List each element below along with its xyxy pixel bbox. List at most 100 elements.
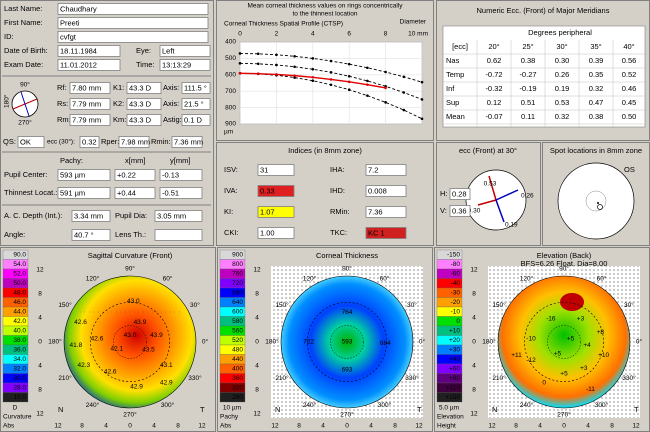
series-point xyxy=(420,80,424,84)
map-x-tick: 12 xyxy=(632,423,640,430)
field-value: Left xyxy=(162,46,175,55)
series-point xyxy=(402,108,406,112)
field-label: KI: xyxy=(224,207,233,216)
side-label: T xyxy=(634,405,639,414)
panel-title: Spot locations in 8mm zone xyxy=(550,146,642,155)
map-mode: Height xyxy=(437,423,456,430)
map-x-tick: 4 xyxy=(538,423,542,430)
degree-label: 180° xyxy=(48,338,62,346)
map-x-tick: 8 xyxy=(176,423,180,430)
side-label: N xyxy=(492,405,497,414)
table-cell: 0.38 xyxy=(589,112,604,121)
table-cell: -0.07 xyxy=(485,112,502,121)
series-point xyxy=(402,91,406,94)
field-value: 0.33 xyxy=(260,186,275,195)
map-title: Sagittal Curvature (Front) xyxy=(88,251,173,260)
column-header: 25° xyxy=(522,42,533,51)
field xyxy=(171,136,203,148)
table-cell: -0.19 xyxy=(519,84,536,93)
map-value: +5 xyxy=(560,370,568,377)
field-label: Rs: xyxy=(57,99,68,108)
map-y-tick: 0 xyxy=(472,339,476,346)
scale-label: 800 xyxy=(232,261,243,268)
field-value: 43.3 D xyxy=(129,83,152,92)
x-tick-label: 6 xyxy=(347,31,351,38)
map-value: +5 xyxy=(567,335,575,342)
map-zone xyxy=(90,302,170,382)
map-x-tick: 8 xyxy=(393,423,397,430)
field xyxy=(71,210,111,222)
series-point xyxy=(238,72,242,75)
map-y-tick: 4 xyxy=(472,315,476,322)
table-cell: 0.38 xyxy=(521,56,536,65)
field-label: IHD: xyxy=(330,186,345,195)
series-point xyxy=(366,94,369,97)
map-x-tick: 4 xyxy=(104,423,108,430)
map-value: 43.9 xyxy=(150,332,163,339)
series-point xyxy=(293,76,296,79)
x-tick-label: 8 xyxy=(384,31,388,38)
map-x-tick: 12 xyxy=(415,423,423,430)
map-value: 764 xyxy=(342,309,353,316)
map-y-tick: 8 xyxy=(472,387,476,394)
scale-label: 36.0 xyxy=(13,346,26,353)
table-cell: 0.56 xyxy=(622,56,637,65)
scale-label: 48.0 xyxy=(13,289,26,296)
map-y-tick: 12 xyxy=(253,411,261,418)
field xyxy=(126,114,162,126)
field xyxy=(114,169,156,181)
eye-label: OS xyxy=(624,165,635,174)
chart-title: Mean corneal thickness values on rings c… xyxy=(248,3,404,10)
field-label: Rper: xyxy=(101,137,119,146)
field xyxy=(17,136,45,148)
field-value: Preeti xyxy=(60,18,80,27)
side-label: N xyxy=(275,405,280,414)
scale-label: 44.0 xyxy=(13,308,26,315)
field xyxy=(69,114,111,126)
field-value: 7.79 mm xyxy=(72,99,101,108)
map-title: Elevation (Back) xyxy=(537,251,592,260)
series-point xyxy=(293,65,296,69)
degree-label: 120° xyxy=(520,274,534,282)
degree-label: 60° xyxy=(380,274,390,282)
degree-label: 60° xyxy=(163,274,173,282)
x-tick-label: 4 xyxy=(311,31,315,38)
scale-label: 580 xyxy=(232,318,243,325)
map-value: 42.3 xyxy=(77,362,90,369)
table-cell: 0.32 xyxy=(589,84,604,93)
table-cell: 0.30 xyxy=(555,56,570,65)
scale-label: 34.0 xyxy=(13,356,26,363)
degree-label: 330° xyxy=(188,374,202,382)
table-cell: 0.50 xyxy=(622,112,637,121)
series-point xyxy=(329,71,333,74)
scale-label: 30.0 xyxy=(13,375,26,382)
degree-label: 150° xyxy=(58,301,72,309)
field-value: 3.05 mm xyxy=(157,211,186,220)
scale-label: 52.0 xyxy=(13,270,26,277)
series-point xyxy=(347,62,351,66)
table-cell: 0.35 xyxy=(589,70,604,79)
map-y-tick: 8 xyxy=(38,291,42,298)
table-cell: 0.53 xyxy=(555,98,570,107)
y-tick-label: 600 xyxy=(225,72,236,79)
series-point xyxy=(256,62,260,66)
chart-subtitle: Corneal Thickness Spatial Profile (CTSP) xyxy=(224,21,343,28)
field-value: Chaudhary xyxy=(60,4,97,13)
column-header: 30° xyxy=(556,42,567,51)
side-label: N xyxy=(58,405,63,414)
degree-label: 120° xyxy=(86,274,100,282)
map-value: 684 xyxy=(380,340,391,347)
field-label: IHA: xyxy=(330,165,345,174)
series-point xyxy=(329,83,333,87)
scale-label: +10 xyxy=(449,327,460,334)
field xyxy=(159,59,211,71)
field xyxy=(69,82,111,94)
field-value: 111.5 ° xyxy=(184,83,207,92)
field xyxy=(69,98,111,110)
field-label: RMin: xyxy=(330,207,350,216)
field xyxy=(126,98,162,110)
field-label: Pupil Dia: xyxy=(115,211,147,220)
field-value: +0.22 xyxy=(117,170,136,179)
scale-label: -40 xyxy=(451,280,461,287)
map-y-tick: 8 xyxy=(38,387,42,394)
